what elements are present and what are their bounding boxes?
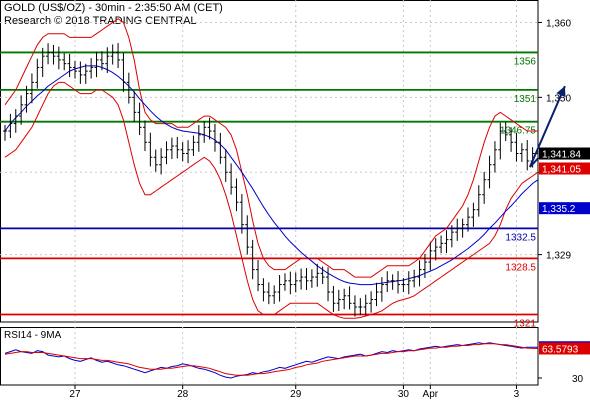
bollinger-lower bbox=[4, 81, 539, 319]
bollinger-upper bbox=[4, 18, 538, 278]
moving-average bbox=[4, 65, 539, 286]
rsi-series-line bbox=[4, 343, 539, 376]
level-label: 1328.5 bbox=[505, 262, 536, 273]
forecast-arrow-head bbox=[556, 86, 566, 98]
y-tick-label: 1,360 bbox=[546, 18, 571, 29]
forecast-arrow-line bbox=[529, 85, 566, 168]
x-tick-label: 27 bbox=[69, 389, 81, 400]
x-tick-label: 3 bbox=[514, 389, 520, 400]
chart-title: GOLD (US$/OZ) - 30min - 2:35:50 AM (CET) bbox=[4, 2, 223, 14]
level-label: 1351 bbox=[514, 94, 537, 105]
x-tick-label: 29 bbox=[290, 389, 302, 400]
level-label: 1332.5 bbox=[505, 232, 536, 243]
price-tag-bg bbox=[539, 147, 590, 160]
chart-subtitle: Research © 2018 TRADING CENTRAL bbox=[4, 15, 197, 27]
x-tick-label: Apr bbox=[423, 389, 439, 400]
rsi-tag-bg bbox=[539, 342, 590, 355]
main-panel-frame bbox=[0, 0, 539, 323]
price-tag: 1,341.84 bbox=[542, 150, 581, 161]
level-label: 1321 bbox=[514, 319, 537, 330]
level-label: 1346.75 bbox=[500, 126, 537, 137]
x-tick-label: 30 bbox=[398, 389, 410, 400]
price-tag: 1,341.05 bbox=[542, 164, 581, 175]
price-tag-bg bbox=[539, 202, 590, 215]
x-tick-label: 28 bbox=[177, 389, 189, 400]
y-tick-label: 1,329 bbox=[546, 251, 571, 262]
rsi-y-tick-label: 30 bbox=[572, 374, 584, 385]
level-label: 1356 bbox=[514, 56, 537, 67]
rsi-panel-frame bbox=[0, 327, 539, 386]
rsi-title: RSI14 - 9MA bbox=[4, 330, 62, 341]
price-tag: 1,335.2 bbox=[542, 204, 576, 215]
price-tag-bg bbox=[539, 162, 590, 175]
rsi-tag: 63.5793 bbox=[542, 344, 579, 355]
